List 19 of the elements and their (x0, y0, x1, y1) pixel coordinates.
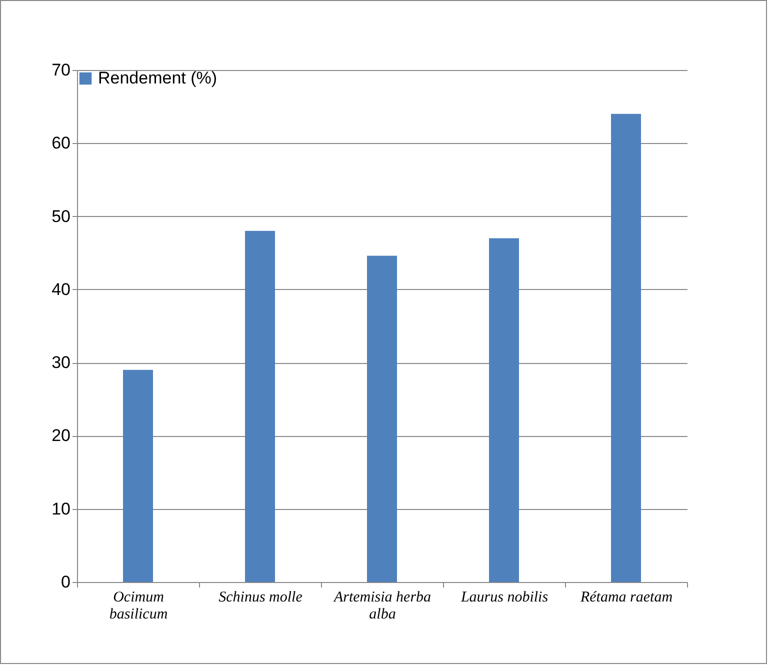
y-tick-label: 60 (52, 134, 70, 153)
bar (611, 114, 641, 582)
x-tick-label: Schinus molle (218, 590, 303, 606)
bar (489, 238, 519, 582)
bar (367, 256, 397, 582)
y-tick-label: 0 (61, 572, 70, 592)
y-tick-label: 50 (52, 206, 70, 226)
y-tick-label: 10 (52, 499, 70, 518)
x-tick-label: Rétama raetam (579, 590, 673, 606)
legend-label: Rendement (%) (98, 68, 218, 88)
y-tick-label: 70 (52, 60, 70, 80)
x-tick-label: Laurus nobilis (460, 590, 548, 606)
x-tick-label: Artemisia herba alba (332, 590, 432, 622)
y-tick-label: 30 (52, 353, 70, 372)
bar (123, 370, 153, 582)
y-tick-label: 20 (52, 426, 70, 446)
y-tick-label: 40 (52, 280, 70, 299)
bar (245, 230, 275, 582)
x-tick-label: Ocimum basilicum (109, 590, 168, 622)
